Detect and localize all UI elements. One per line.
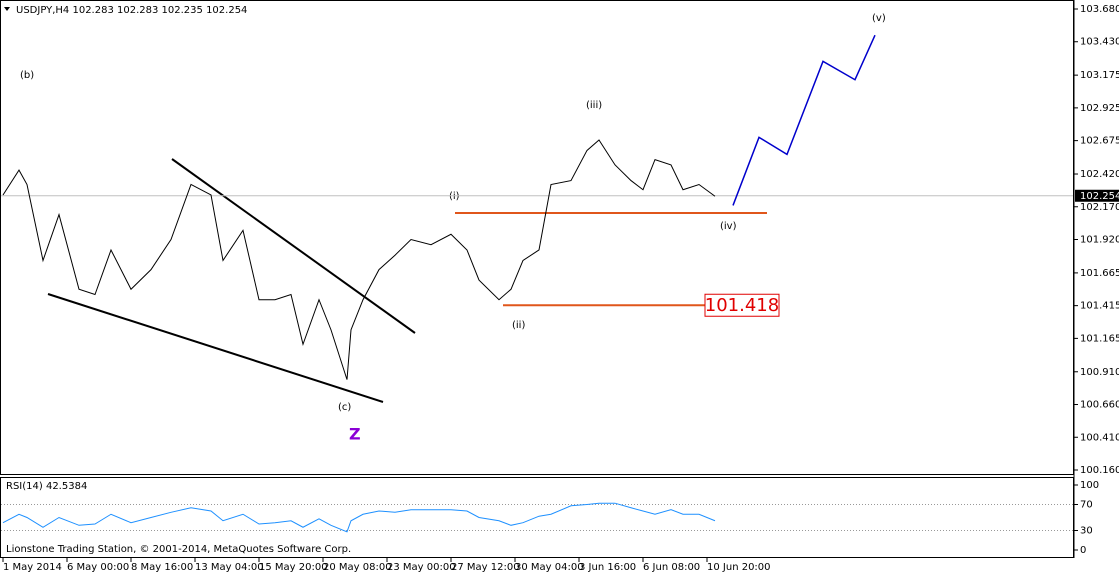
x-tick-label: 1 May 2014 — [3, 562, 62, 573]
annotation: (iv) — [720, 221, 737, 232]
y-tick-label: 100 — [1080, 480, 1099, 491]
y-tick-label: 102.925 — [1080, 103, 1119, 114]
annotation: (v) — [872, 13, 886, 24]
x-tick-label: 13 May 04:00 — [195, 562, 264, 573]
x-tick-label: 23 May 00:00 — [387, 562, 456, 573]
y-tick-label: 30 — [1080, 526, 1093, 537]
x-tick-label: 20 May 08:00 — [323, 562, 392, 573]
x-tick-label: 27 May 12:00 — [451, 562, 520, 573]
annotation: Z — [349, 425, 361, 444]
menu-arrow — [4, 7, 10, 11]
annotation: (b) — [20, 70, 34, 81]
series-line — [2, 502, 716, 533]
y-tick-label: 100.910 — [1080, 367, 1119, 378]
price-label-bg — [1075, 189, 1119, 202]
x-tick-label: 8 May 16:00 — [131, 562, 193, 573]
price-frame — [0, 0, 1074, 475]
x-tick-label: 30 May 04:00 — [515, 562, 584, 573]
y-tick-label: 101.165 — [1080, 333, 1119, 344]
level-box — [704, 293, 780, 317]
x-tick-label: 6 Jun 08:00 — [643, 562, 700, 573]
chart-title: USDJPY,H4 102.283 102.283 102.235 102.25… — [16, 5, 247, 16]
y-tick-label: 101.665 — [1080, 268, 1119, 279]
y-tick-label: 103.430 — [1080, 37, 1119, 48]
series-line — [732, 34, 876, 206]
x-tick-label: 3 Jun 16:00 — [579, 562, 636, 573]
annotation: (ii) — [512, 320, 525, 331]
series-line — [2, 139, 716, 380]
footer: Lionstone Trading Station, © 2001-2014, … — [6, 544, 351, 555]
x-tick-label: 6 May 00:00 — [67, 562, 129, 573]
y-tick-label: 102.170 — [1080, 202, 1119, 213]
current-price-label: 102.254 — [1080, 191, 1119, 202]
y-tick-label: 102.420 — [1080, 169, 1119, 180]
y-tick-label: 100.410 — [1080, 432, 1119, 443]
rsi-title: RSI(14) 42.5384 — [6, 481, 87, 492]
annotation: (iii) — [586, 100, 602, 111]
x-tick-label: 10 Jun 20:00 — [707, 562, 771, 573]
x-tick-label: 15 May 20:00 — [259, 562, 328, 573]
annotation: (i) — [449, 191, 460, 202]
level-label: 101.418 — [705, 295, 779, 316]
y-tick-label: 100.660 — [1080, 400, 1119, 411]
trendline — [47, 293, 384, 403]
y-tick-label: 70 — [1080, 500, 1093, 511]
y-tick-label: 101.415 — [1080, 301, 1119, 312]
y-tick-label: 103.680 — [1080, 4, 1119, 15]
y-tick-label: 100.160 — [1080, 465, 1119, 476]
annotation: (c) — [338, 402, 351, 413]
y-tick-label: 101.920 — [1080, 235, 1119, 246]
y-tick-label: 0 — [1080, 545, 1086, 556]
trendline — [171, 158, 416, 334]
y-tick-label: 102.675 — [1080, 136, 1119, 147]
y-tick-label: 103.175 — [1080, 70, 1119, 81]
